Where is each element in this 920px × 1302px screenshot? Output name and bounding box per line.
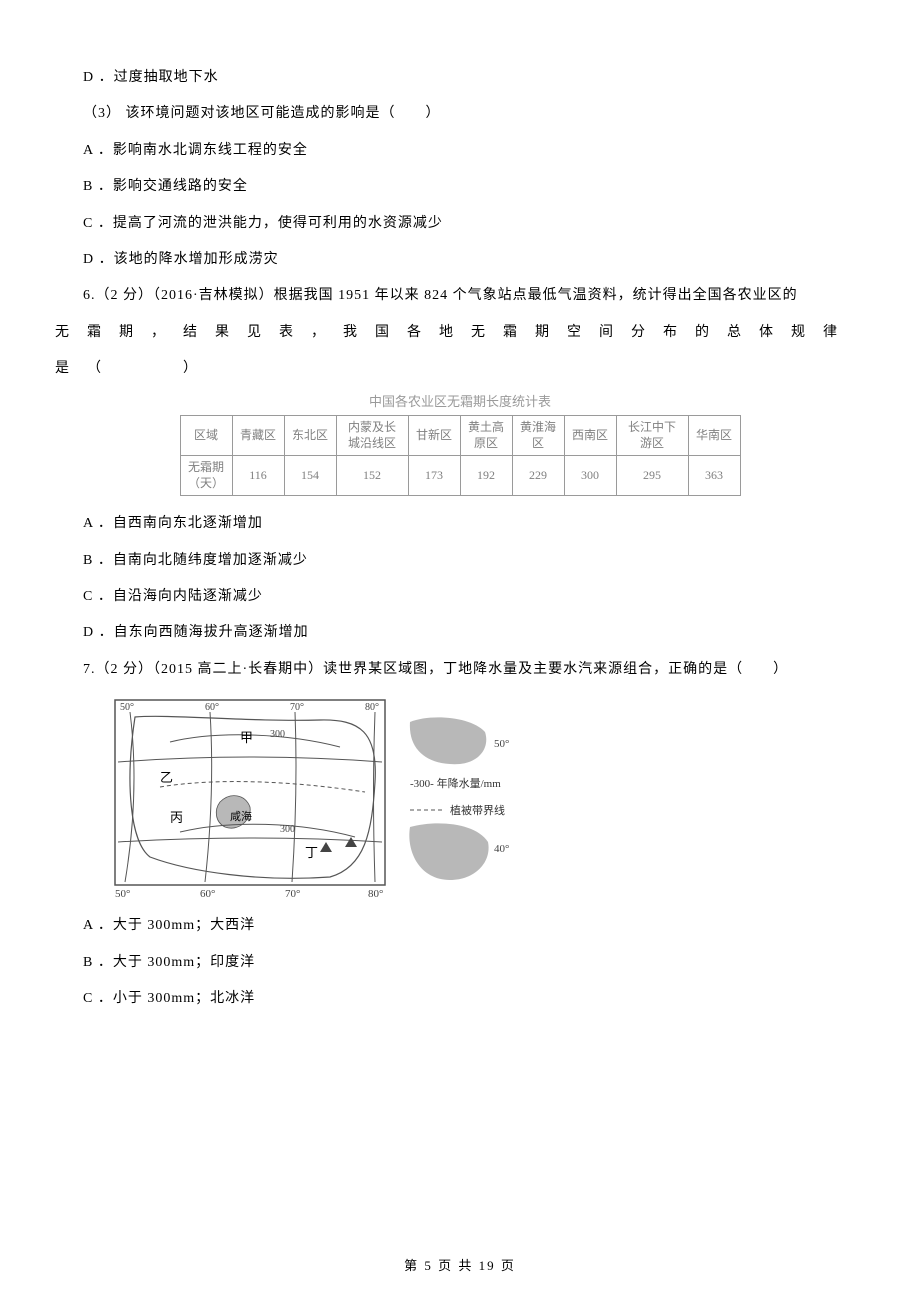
prev-sub3-d: D ．该地的降水增加形成涝灾 (55, 242, 865, 278)
map-label-ding: 丁 (305, 845, 318, 860)
q6-c: C ．自沿海向内陆逐渐减少 (55, 579, 865, 615)
prev-sub3-stem: （3） 该环境问题对该地区可能造成的影响是（ ） (55, 96, 865, 132)
td-1: 116 (232, 456, 284, 496)
map-label-jia: 甲 (240, 730, 253, 745)
th-1: 青藏区 (232, 415, 284, 455)
th-4: 甘新区 (408, 415, 460, 455)
td-3: 152 (336, 456, 408, 496)
map-contour-2: 300 (280, 824, 295, 835)
th-5: 黄土高原区 (460, 415, 512, 455)
map-lon-70: 70° (285, 888, 300, 900)
q6-a: A ．自西南向东北逐渐增加 (55, 506, 865, 542)
th-9: 华南区 (688, 415, 740, 455)
q6-stem-line2: 无霜期，结果见表，我国各地无霜期空间分布的总体规律是（ ） (55, 315, 865, 388)
q7-c: C ．小于 300mm；北冰洋 (55, 981, 865, 1017)
td-7: 300 (564, 456, 616, 496)
map-lon-50: 50° (115, 888, 130, 900)
td-5: 192 (460, 456, 512, 496)
prev-sub3-b: B ．影响交通线路的安全 (55, 169, 865, 205)
td-9: 363 (688, 456, 740, 496)
td-2: 154 (284, 456, 336, 496)
td-4: 173 (408, 456, 460, 496)
td-8: 295 (616, 456, 688, 496)
q7-b: B ．大于 300mm；印度洋 (55, 945, 865, 981)
q6-stem-line1: 6.（2 分）（2016·吉林模拟）根据我国 1951 年以来 824 个气象站… (55, 278, 865, 314)
table-data-row: 无霜期（天） 116 154 152 173 192 229 300 295 3… (180, 456, 740, 496)
prev-sub3-c: C ．提高了河流的泄洪能力，使得可利用的水资源减少 (55, 206, 865, 242)
td-label: 无霜期（天） (180, 456, 232, 496)
map-label-bing: 丙 (170, 810, 183, 825)
q7-a: A ．大于 300mm；大西洋 (55, 908, 865, 944)
legend-rain: -300- 年降水量/mm (410, 776, 501, 790)
map-top-60: 60° (205, 702, 219, 713)
map-label-sea: 咸海 (230, 809, 252, 823)
prev-sub3-a: A ．影响南水北调东线工程的安全 (55, 133, 865, 169)
q6-d: D ．自东向西随海拔升高逐渐增加 (55, 615, 865, 651)
th-region: 区域 (180, 415, 232, 455)
th-2: 东北区 (284, 415, 336, 455)
td-6: 229 (512, 456, 564, 496)
th-6: 黄淮海区 (512, 415, 564, 455)
map-lat-50: 50° (494, 738, 509, 750)
map-label-yi: 乙 (160, 770, 173, 785)
th-3: 内蒙及长城沿线区 (336, 415, 408, 455)
q7-stem: 7.（2 分）（2015 高二上·长春期中）读世界某区域图，丁地降水量及主要水汽… (55, 652, 865, 688)
map-top-50: 50° (120, 702, 134, 713)
map-contour-1: 300 (270, 729, 285, 740)
q6-table: 区域 青藏区 东北区 内蒙及长城沿线区 甘新区 黄土高原区 黄淮海区 西南区 长… (180, 415, 741, 496)
q7-map: 50° 60° 70° 80° 50° 60° 70° 80° (110, 692, 590, 902)
q6-b: B ．自南向北随纬度增加逐渐减少 (55, 543, 865, 579)
map-top-80: 80° (365, 702, 379, 713)
prev-option-d: D ．过度抽取地下水 (55, 60, 865, 96)
legend-veg: 植被带界线 (450, 803, 505, 817)
table-header-row: 区域 青藏区 东北区 内蒙及长城沿线区 甘新区 黄土高原区 黄淮海区 西南区 长… (180, 415, 740, 455)
map-lon-60: 60° (200, 888, 215, 900)
th-7: 西南区 (564, 415, 616, 455)
q6-table-caption: 中国各农业区无霜期长度统计表 (55, 390, 865, 413)
map-lon-80: 80° (368, 888, 383, 900)
map-lat-40: 40° (494, 843, 509, 855)
th-8: 长江中下游区 (616, 415, 688, 455)
map-top-70: 70° (290, 702, 304, 713)
page-footer: 第 5 页 共 19 页 (0, 1255, 920, 1274)
